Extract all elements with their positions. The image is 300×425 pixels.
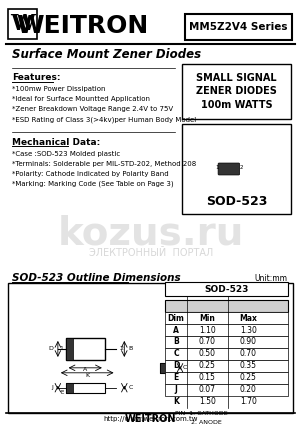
Text: ZENER DIODES: ZENER DIODES — [196, 86, 277, 96]
Text: 0.07: 0.07 — [199, 385, 216, 394]
Text: 0.15: 0.15 — [199, 373, 216, 382]
Text: 2: 2 — [240, 164, 243, 170]
Bar — [165, 336, 289, 348]
Bar — [66, 383, 74, 393]
Bar — [66, 338, 74, 360]
Text: SOD-523: SOD-523 — [205, 285, 249, 294]
Text: http://www.weitron.com.tw: http://www.weitron.com.tw — [103, 416, 198, 422]
Text: kozus.ru: kozus.ru — [58, 215, 244, 252]
Text: Features:: Features: — [12, 73, 60, 82]
Text: 2: 2 — [119, 346, 123, 351]
Text: W: W — [10, 13, 35, 35]
Bar — [185, 14, 292, 40]
Text: J: J — [51, 385, 53, 390]
Text: 0.25: 0.25 — [240, 373, 257, 382]
Text: MM5Z2V4 Series: MM5Z2V4 Series — [189, 22, 288, 32]
Bar — [160, 363, 165, 373]
Text: B: B — [173, 337, 179, 346]
Text: D: D — [173, 361, 179, 370]
Text: SMALL SIGNAL: SMALL SIGNAL — [196, 73, 277, 82]
Bar — [160, 363, 176, 373]
Text: *Ideal for Surface Mountted Application: *Ideal for Surface Mountted Application — [12, 96, 150, 102]
Text: 1.30: 1.30 — [240, 326, 257, 334]
Text: 0.35: 0.35 — [240, 361, 257, 370]
Text: 0.70: 0.70 — [199, 337, 216, 346]
Text: *Case :SOD-523 Molded plastic: *Case :SOD-523 Molded plastic — [12, 151, 120, 157]
Text: Dim: Dim — [168, 314, 184, 323]
Text: WEITRON: WEITRON — [125, 414, 176, 424]
Text: C: C — [173, 349, 179, 358]
Text: 0.25: 0.25 — [199, 361, 216, 370]
Bar — [66, 338, 105, 360]
Bar — [165, 282, 289, 296]
Text: A: A — [83, 367, 87, 372]
Text: 2. ANODE: 2. ANODE — [175, 420, 222, 425]
Text: B: B — [128, 346, 133, 351]
Text: J: J — [175, 385, 178, 394]
Text: *Zener Breakdown Voltage Range 2.4V to 75V: *Zener Breakdown Voltage Range 2.4V to 7… — [12, 106, 173, 112]
Text: *Polarity: Cathode Indicated by Polarity Band: *Polarity: Cathode Indicated by Polarity… — [12, 171, 169, 177]
Text: Unit:mm: Unit:mm — [254, 274, 287, 283]
Text: *ESD Rating of Class 3(>4kv)per Human Body Model: *ESD Rating of Class 3(>4kv)per Human Bo… — [12, 116, 196, 122]
Text: SOD-523 Outline Dimensions: SOD-523 Outline Dimensions — [12, 273, 181, 283]
Bar — [165, 360, 289, 372]
Text: 0.20: 0.20 — [240, 385, 257, 394]
Text: 1: 1 — [215, 164, 219, 170]
Text: Mechanical Data:: Mechanical Data: — [12, 138, 100, 147]
Text: 1.50: 1.50 — [199, 397, 216, 406]
Text: E: E — [60, 390, 64, 395]
Text: C: C — [128, 385, 133, 390]
Text: PIN  1. CATHODE: PIN 1. CATHODE — [175, 411, 228, 416]
Text: *Marking: Marking Code (See Table on Page 3): *Marking: Marking Code (See Table on Pag… — [12, 181, 174, 187]
Text: SOD-523: SOD-523 — [206, 196, 267, 208]
Text: *100mw Power Dissipation: *100mw Power Dissipation — [12, 86, 105, 93]
Text: E: E — [173, 373, 179, 382]
Bar — [8, 283, 293, 413]
Text: 100m WATTS: 100m WATTS — [201, 100, 272, 110]
Text: 0.50: 0.50 — [199, 349, 216, 358]
Text: 1: 1 — [59, 346, 63, 351]
Bar — [165, 348, 289, 360]
FancyBboxPatch shape — [8, 9, 37, 39]
Bar — [66, 383, 105, 393]
FancyBboxPatch shape — [218, 163, 240, 175]
Bar — [165, 324, 289, 336]
Bar — [165, 372, 289, 384]
Text: K: K — [173, 397, 179, 406]
Text: A: A — [173, 326, 179, 334]
Text: Surface Mount Zener Diodes: Surface Mount Zener Diodes — [12, 48, 201, 61]
Bar — [165, 312, 289, 324]
Bar — [165, 384, 289, 396]
Text: 1.70: 1.70 — [240, 397, 257, 406]
Text: D: D — [48, 346, 53, 351]
Bar — [182, 124, 291, 214]
Bar — [165, 300, 289, 312]
Text: WEITRON: WEITRON — [16, 14, 148, 38]
Text: ЭЛЕКТРОННЫЙ  ПОРТАЛ: ЭЛЕКТРОННЫЙ ПОРТАЛ — [88, 249, 213, 258]
Text: C: C — [183, 366, 187, 370]
Text: *Terminals: Solderable per MIL-STD-202, Method 208: *Terminals: Solderable per MIL-STD-202, … — [12, 161, 196, 167]
Text: Min: Min — [200, 314, 215, 323]
Text: 0.90: 0.90 — [240, 337, 257, 346]
Text: Max: Max — [239, 314, 257, 323]
Bar — [182, 64, 291, 119]
Text: K: K — [85, 373, 89, 378]
Text: 0.70: 0.70 — [240, 349, 257, 358]
Text: 1.10: 1.10 — [199, 326, 216, 334]
